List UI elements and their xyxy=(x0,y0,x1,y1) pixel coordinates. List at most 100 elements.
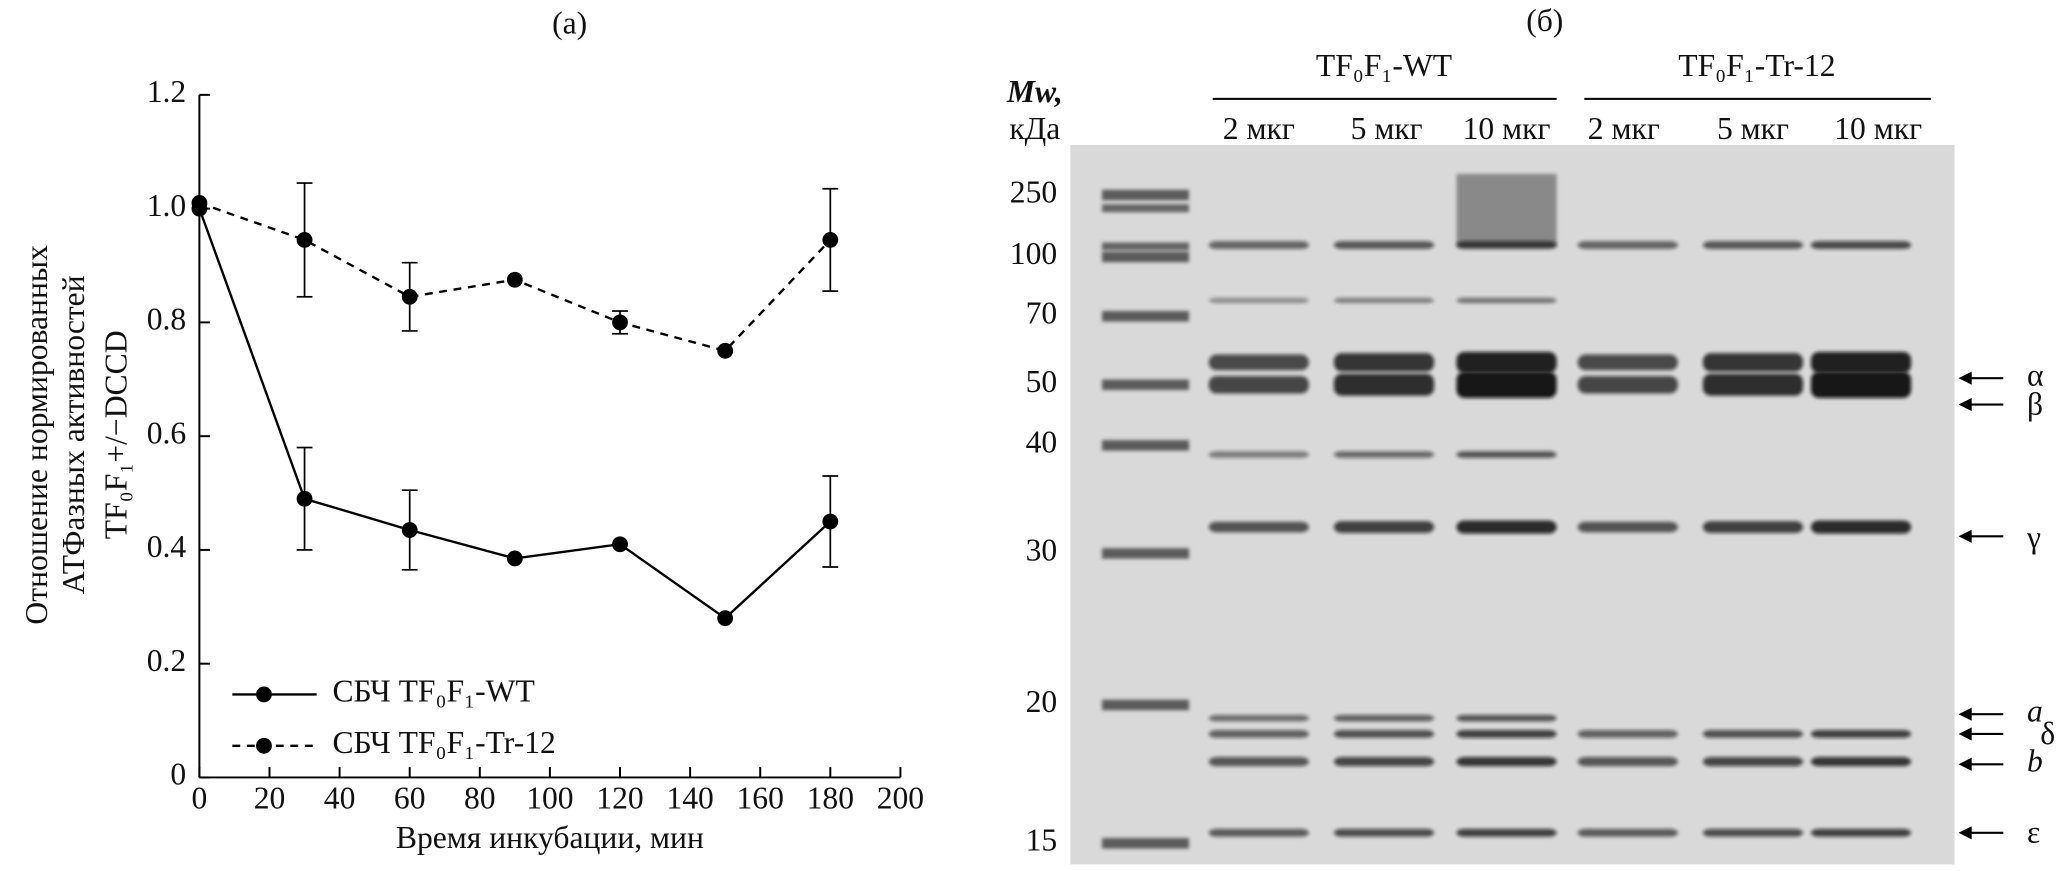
protein-band xyxy=(1456,297,1557,304)
legend-marker xyxy=(256,686,272,703)
point xyxy=(612,314,628,331)
protein-band xyxy=(1333,297,1435,304)
lane-label: 2 мкг xyxy=(1588,111,1660,146)
point xyxy=(401,288,418,305)
point xyxy=(717,342,734,359)
x-tick-label: 100 xyxy=(526,780,573,815)
protein-band xyxy=(1333,373,1435,396)
protein-band xyxy=(1702,353,1804,372)
marker-label: 100 xyxy=(1010,236,1057,271)
protein-band xyxy=(1577,828,1678,837)
x-tick-label: 180 xyxy=(807,780,854,815)
marker-band xyxy=(1102,204,1189,213)
protein-band xyxy=(1810,241,1912,250)
y-tick-label: 0.8 xyxy=(147,302,187,337)
protein-band xyxy=(1702,521,1804,534)
lane-label: 10 мкг xyxy=(1834,111,1922,146)
protein-band xyxy=(1702,828,1804,837)
protein-band xyxy=(1208,714,1309,722)
band-label: a xyxy=(2027,693,2043,728)
point xyxy=(822,232,839,248)
protein-band xyxy=(1208,521,1309,533)
marker-label: 30 xyxy=(1026,533,1058,568)
protein-band xyxy=(1456,371,1557,398)
arrow-head xyxy=(1958,826,1972,840)
protein-band xyxy=(1810,730,1912,738)
arrow-head xyxy=(1958,397,1972,412)
protein-band xyxy=(1810,520,1912,534)
protein-band xyxy=(1577,241,1678,250)
point xyxy=(506,271,523,288)
marker-band xyxy=(1102,242,1189,251)
y-tick-label: 0.4 xyxy=(147,529,187,564)
protein-band xyxy=(1333,730,1435,738)
arrow-head xyxy=(1958,529,1972,543)
protein-band xyxy=(1208,451,1309,458)
protein-band xyxy=(1333,241,1435,250)
protein-band xyxy=(1208,241,1309,250)
marker-band xyxy=(1102,838,1189,849)
gel-image xyxy=(1070,144,1955,865)
x-tick-label: 40 xyxy=(324,780,356,815)
protein-band xyxy=(1333,521,1435,534)
point xyxy=(296,490,313,507)
protein-band xyxy=(1456,828,1557,837)
marker-label: 15 xyxy=(1026,823,1058,858)
marker-label: 40 xyxy=(1026,425,1058,460)
y-tick-label: 0.6 xyxy=(147,415,187,450)
x-tick-label: 140 xyxy=(666,780,713,815)
y-tick-label: 0.2 xyxy=(147,643,187,678)
protein-band xyxy=(1577,375,1678,394)
protein-band xyxy=(1702,757,1804,767)
x-tick-label: 160 xyxy=(736,780,783,815)
protein-band xyxy=(1456,714,1557,722)
x-tick-label: 0 xyxy=(191,780,207,815)
band-label: δ xyxy=(2040,716,2055,751)
point xyxy=(717,610,734,627)
point xyxy=(822,513,839,530)
mw-unit: кДа xyxy=(1009,111,1060,146)
protein-band xyxy=(1810,351,1912,373)
y-axis-label: АТФазных активностей xyxy=(56,275,91,594)
gel-background xyxy=(1070,144,1955,865)
protein-band xyxy=(1333,353,1435,372)
protein-band xyxy=(1333,451,1435,458)
protein-band xyxy=(1810,757,1912,767)
lane-label: 10 мкг xyxy=(1463,111,1551,146)
smear xyxy=(1456,173,1557,247)
point xyxy=(191,195,208,211)
marker-band xyxy=(1102,699,1189,711)
legend-marker xyxy=(256,737,272,754)
marker-band xyxy=(1102,251,1189,263)
protein-band xyxy=(1456,241,1557,250)
protein-band xyxy=(1577,757,1678,767)
protein-band xyxy=(1208,375,1309,394)
point xyxy=(401,522,418,538)
protein-band xyxy=(1810,828,1912,837)
protein-band xyxy=(1208,354,1309,371)
marker-band xyxy=(1102,189,1189,201)
group-label: TF₀F₁-Tr-12 xyxy=(1678,48,1835,83)
protein-band xyxy=(1577,521,1678,533)
y-axis-label: Отношение нормированных xyxy=(19,245,54,625)
marker-label: 20 xyxy=(1026,684,1058,719)
point xyxy=(296,232,313,248)
x-tick-label: 120 xyxy=(596,780,643,815)
gel-title: (б) xyxy=(1526,3,1563,38)
protein-band xyxy=(1456,757,1557,767)
band-label: b xyxy=(2027,744,2043,779)
arrow-head xyxy=(1958,707,1972,721)
marker-label: 250 xyxy=(1010,174,1057,209)
protein-band xyxy=(1577,730,1678,738)
marker-label: 50 xyxy=(1026,364,1058,399)
marker-band xyxy=(1102,548,1189,559)
marker-band xyxy=(1102,440,1189,451)
marker-label: 70 xyxy=(1026,295,1058,330)
protein-band xyxy=(1208,297,1309,304)
protein-band xyxy=(1208,757,1309,767)
legend-label: СБЧ TF₀F₁-WT xyxy=(332,674,534,709)
arrow-head xyxy=(1958,727,1972,741)
group-label: TF₀F₁-WT xyxy=(1316,48,1452,83)
point xyxy=(506,550,523,567)
